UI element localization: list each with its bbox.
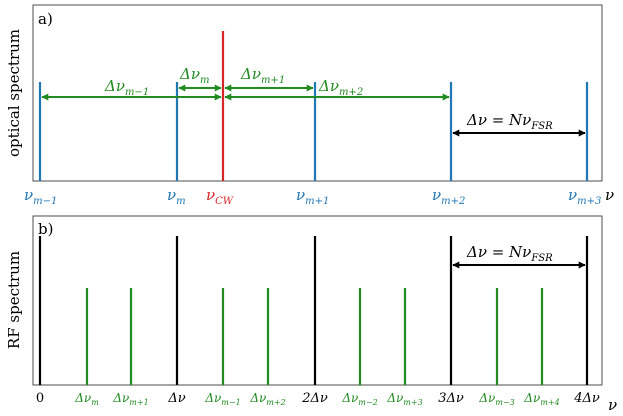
- panel-a-frame: [32, 4, 603, 182]
- label-nu-m+2: νm+2: [432, 186, 465, 207]
- panel-a: a) optical spectrum Δνm−1 Δνm Δνm+1 Δνm+…: [5, 4, 614, 207]
- panel-b-ylabel: RF spectrum: [5, 251, 23, 349]
- beat-label-m: Δνm: [74, 391, 99, 407]
- beat-label-m-3: Δνm−3: [478, 391, 514, 407]
- panel-b-frame: [32, 215, 603, 386]
- beat-label-m+4: Δνm+4: [523, 391, 559, 407]
- panel-a-ylabel: optical spectrum: [5, 29, 23, 157]
- label-delta-m+2: Δνm+2: [318, 77, 363, 98]
- beat-label-m+1: Δνm+1: [112, 391, 148, 407]
- label-delta-m+1: Δνm+1: [240, 65, 285, 86]
- label-nu-m-1: νm−1: [24, 186, 57, 207]
- label-nu-m+1: νm+1: [296, 186, 329, 207]
- label-fsr-b: Δν = NνFSR: [466, 243, 553, 264]
- label-delta-m-1: Δνm−1: [104, 77, 149, 98]
- tick-label-4: 4Δν: [573, 391, 600, 406]
- label-nu-m+3: νm+3: [568, 186, 601, 207]
- beat-label-m+2: Δνm+2: [249, 391, 285, 407]
- panel-b-axis-symbol: ν: [608, 396, 617, 414]
- panel-a-axis-symbol: ν: [605, 186, 614, 204]
- panel-b-tag: b): [38, 220, 53, 238]
- label-nu-cw: νCW: [206, 186, 234, 207]
- beat-label-m+3: Δνm+3: [386, 391, 422, 407]
- panel-b: b) RF spectrum Δν = NνFSR 0 Δν 2Δν 3Δν 4…: [5, 215, 617, 414]
- label-delta-m: Δνm: [179, 65, 209, 86]
- tick-label-1: Δν: [167, 391, 185, 406]
- tick-label-0: 0: [36, 391, 44, 406]
- beat-label-m-1: Δνm−1: [204, 391, 240, 407]
- label-nu-m: νm: [167, 186, 186, 207]
- panel-a-tag: a): [38, 10, 53, 28]
- tick-label-2: 2Δν: [301, 391, 328, 406]
- tick-label-3: 3Δν: [438, 391, 464, 406]
- label-fsr-a: Δν = NνFSR: [466, 111, 553, 132]
- beat-label-m-2: Δνm−2: [341, 391, 377, 407]
